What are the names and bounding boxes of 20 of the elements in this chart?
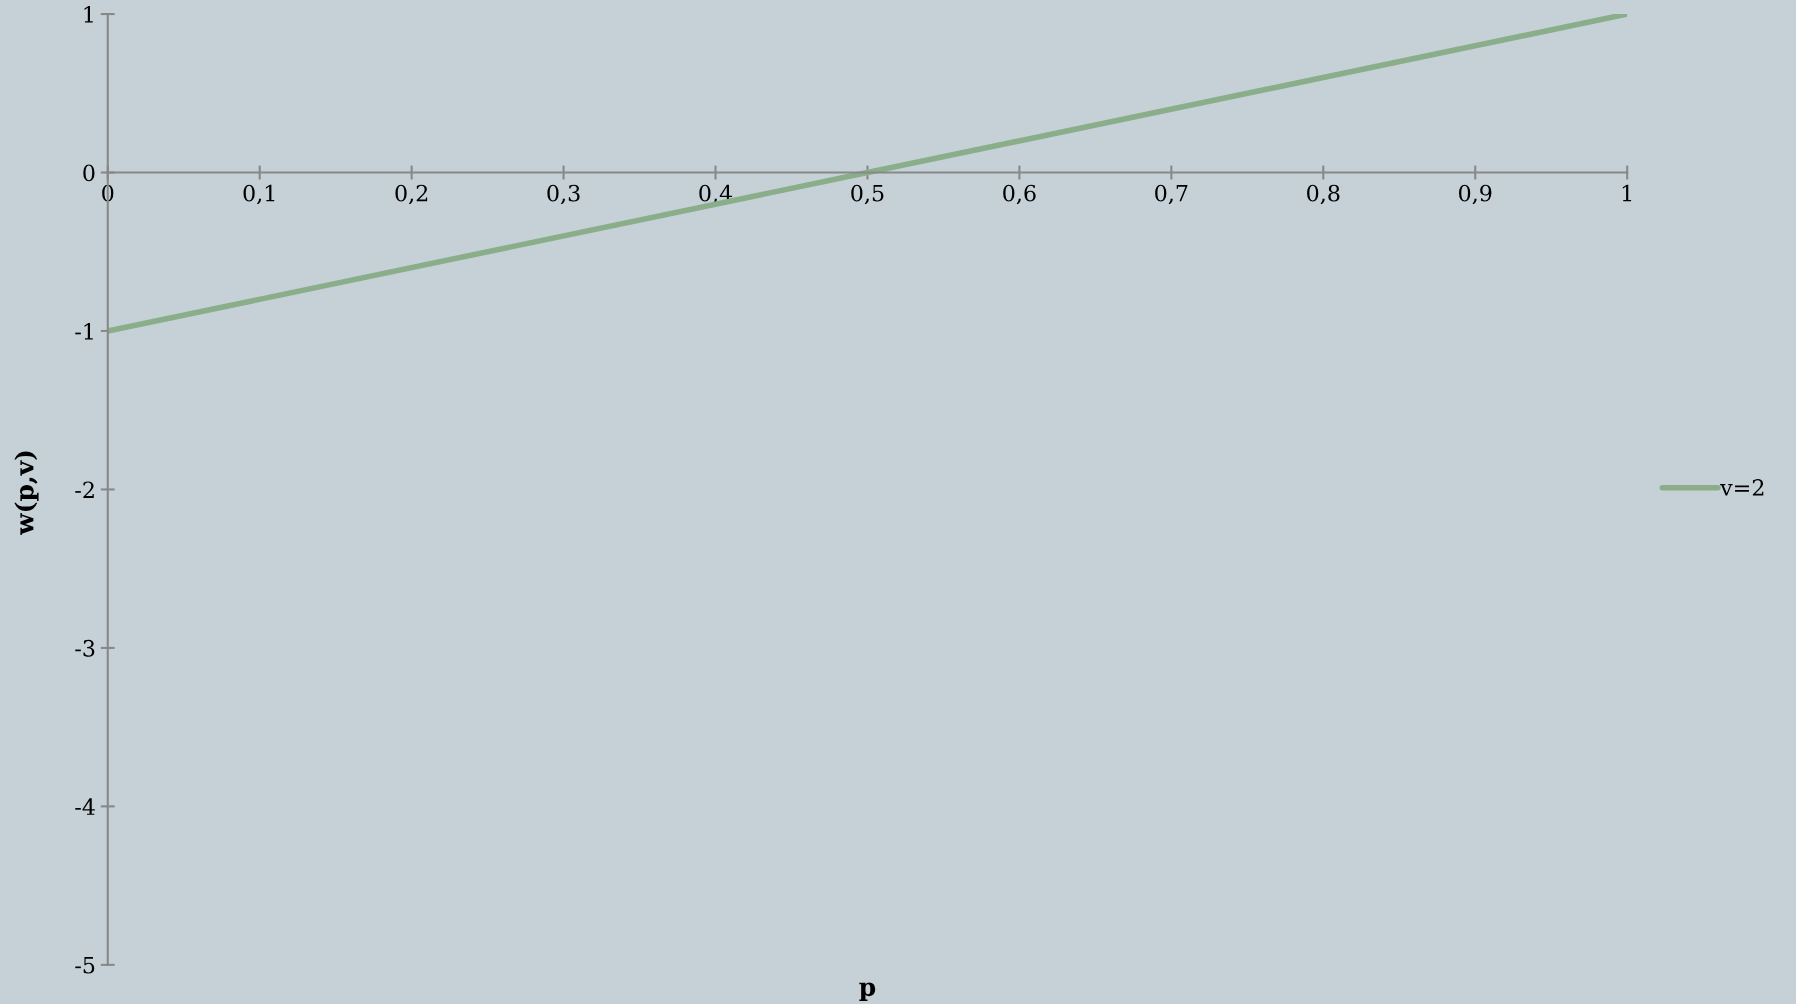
- y-tick-label: 0: [83, 164, 95, 182]
- y-tick-label: -1: [75, 322, 93, 340]
- legend-label: v=2: [1720, 479, 1764, 496]
- x-tick-label: 0,7: [1155, 184, 1188, 205]
- y-tick-label: -5: [75, 957, 95, 974]
- x-tick-label: 0: [102, 184, 114, 202]
- y-axis-title: w(p,v): [14, 451, 39, 536]
- x-tick-label: 0,2: [395, 184, 428, 205]
- x-axis-title: p: [859, 982, 876, 1001]
- x-tick-label: 0,1: [243, 184, 275, 205]
- x-tick-label: 0,6: [1003, 184, 1036, 205]
- y-tick-label: -3: [75, 639, 95, 657]
- x-tick-label: 0,3: [547, 184, 580, 205]
- x-tick-label: 0,5: [851, 184, 884, 205]
- y-tick-label: -2: [75, 481, 94, 498]
- y-tick-label: 1: [84, 6, 93, 23]
- x-tick-label: 1: [1622, 184, 1632, 202]
- x-tick-label: 0,9: [1459, 184, 1492, 205]
- x-tick-label: 0,8: [1307, 184, 1340, 205]
- y-tick-label: -4: [75, 798, 95, 815]
